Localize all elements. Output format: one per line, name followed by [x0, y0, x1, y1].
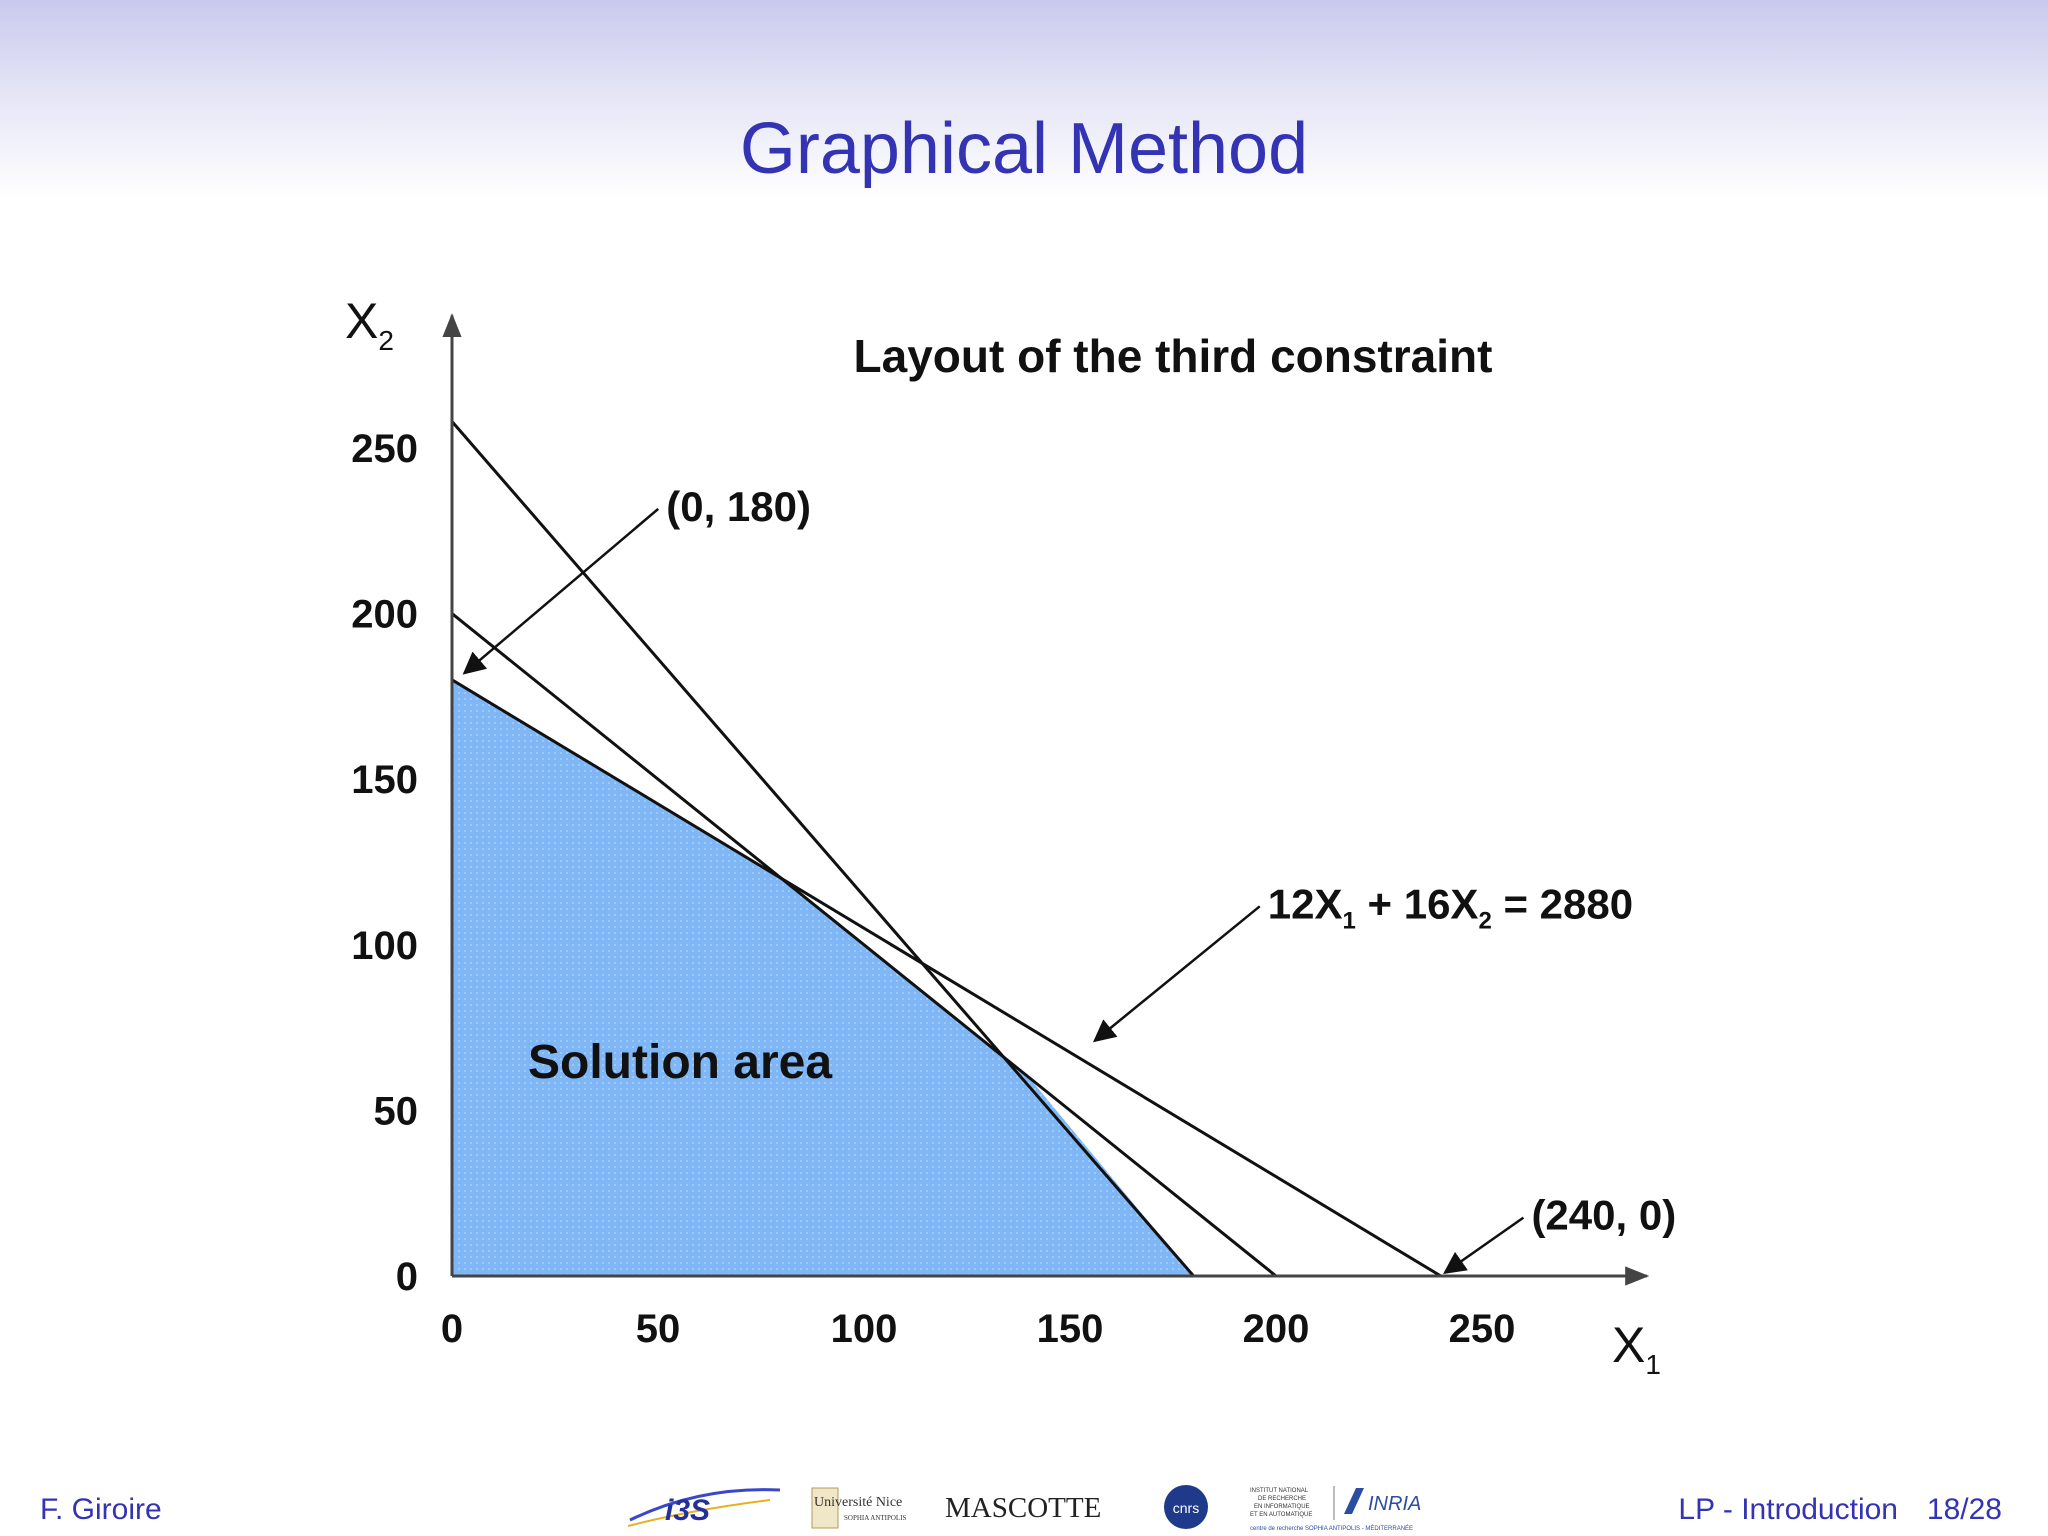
- footer-page-number: 18/28: [1926, 1493, 2002, 1526]
- annotation-arrow-2: [1092, 905, 1261, 1043]
- x-axis-label: X1: [1612, 1317, 1661, 1380]
- x-tick-label: 200: [1243, 1307, 1310, 1351]
- y-tick-label: 0: [396, 1255, 418, 1299]
- footer-author: F. Giroire: [40, 1493, 162, 1526]
- inria-logo-text: INRIA: [1368, 1493, 1421, 1515]
- inria-small-4: ET EN AUTOMATIQUE: [1250, 1512, 1312, 1518]
- x-tick-label: 0: [441, 1307, 463, 1351]
- constraint-line-2: [451, 612, 1277, 1278]
- constraint-line-1: [450, 420, 1195, 1277]
- y-tick-label: 200: [351, 593, 418, 637]
- inria-small-3: EN INFORMATIQUE: [1254, 1504, 1310, 1510]
- annotation-label-1: (0, 180): [666, 483, 811, 530]
- annotation-arrow-3: [1443, 1216, 1525, 1274]
- solution-area-label: Solution area: [528, 1036, 832, 1089]
- slide-title: Graphical Method: [739, 109, 1309, 189]
- x-tick-label: 100: [831, 1307, 898, 1351]
- cnrs-logo: cnrs: [1164, 1485, 1208, 1529]
- constraint-line-3: [451, 678, 1442, 1278]
- inria-bottom-text: centre de recherche SOPHIA ANTIPOLIS - M…: [1250, 1525, 1413, 1532]
- nice-logo-text: Université Nice: [814, 1495, 902, 1510]
- x-tick-label: 50: [636, 1307, 681, 1351]
- inria-logo: INSTITUT NATIONAL DE RECHERCHE EN INFORM…: [1250, 1486, 1421, 1532]
- x-tick-label: 250: [1449, 1307, 1516, 1351]
- y-tick-label: 100: [351, 924, 418, 968]
- annotation-label-2: 12X1 + 16X2 = 2880: [1268, 880, 1633, 934]
- i3s-logo-text: i3S: [665, 1494, 710, 1527]
- universite-nice-logo: Université Nice SOPHIA ANTIPOLIS: [811, 1487, 907, 1529]
- inria-small-2: DE RECHERCHE: [1258, 1496, 1306, 1502]
- annotation-arrow-1: [462, 507, 660, 675]
- annotation-label-3: (240, 0): [1531, 1192, 1676, 1239]
- x-tick-label: 150: [1037, 1307, 1104, 1351]
- y-axis-label: X2: [345, 293, 394, 356]
- nice-logo-subtext: SOPHIA ANTIPOLIS: [844, 1514, 907, 1522]
- cnrs-logo-text: cnrs: [1173, 1500, 1199, 1516]
- y-tick-label: 250: [351, 427, 418, 471]
- mascotte-logo-text: MASCOTTE: [945, 1492, 1102, 1524]
- chart-title: Layout of the third constraint: [854, 330, 1493, 382]
- y-tick-label: 50: [374, 1089, 419, 1133]
- y-tick-label: 150: [351, 758, 418, 802]
- solution-area-region: [452, 679, 1194, 1276]
- footer: F. Giroire i3S Université Nice SOPHIA AN…: [0, 1480, 2048, 1536]
- inria-small-1: INSTITUT NATIONAL: [1250, 1488, 1309, 1494]
- footer-section: LP - Introduction: [1678, 1493, 1898, 1526]
- i3s-logo: i3S: [627, 1488, 781, 1527]
- header-band: [0, 0, 2048, 200]
